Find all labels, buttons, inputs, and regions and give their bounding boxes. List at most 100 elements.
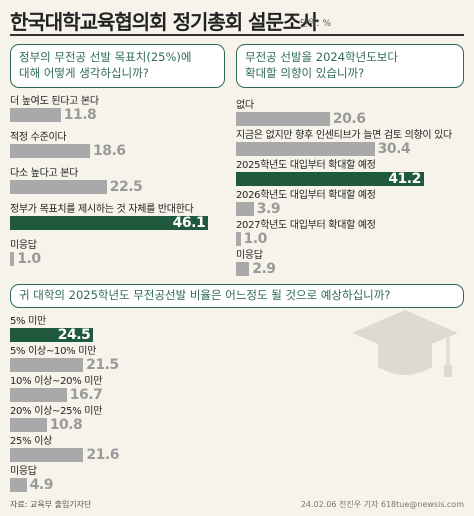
category-label: 25% 이상	[10, 436, 53, 447]
value-label: 3.9	[256, 201, 281, 217]
bar	[10, 180, 107, 194]
bar-track: 1.0	[10, 251, 225, 267]
chart-row: 미응답 4.9	[10, 462, 180, 493]
category-label: 5% 미만	[10, 316, 46, 327]
chart-row: 25% 이상 21.6	[10, 432, 180, 463]
value-label: 1.0	[243, 231, 268, 247]
question-box: 무전공 선발을 2024학년도보다 확대할 의향이 있습니까?	[236, 44, 464, 88]
bar	[10, 358, 84, 372]
bar	[10, 478, 27, 492]
bar	[10, 252, 15, 266]
bar-track: 2.9	[236, 261, 464, 277]
chart-row: 5% 이상~10% 미만 21.5	[10, 342, 180, 373]
category-label: 20% 이상~25% 미만	[10, 406, 103, 417]
chart-row: 2025학년도 대입부터 확대할 예정 41.2	[236, 156, 464, 187]
category-label: 지금은 없지만 향후 인센티브가 늘면 검토 의향이 있다	[236, 130, 452, 141]
chart-row: 2027학년도 대입부터 확대할 예정 1.0	[236, 216, 464, 247]
category-label: 다소 높다고 본다	[10, 168, 79, 179]
bar	[10, 328, 94, 342]
question-text: 정부의 무전공 선발 목표치(25%)에 대해 어떻게 생각하십니까?	[19, 50, 192, 80]
value-label: 18.6	[92, 143, 126, 159]
value-label: 20.6	[332, 111, 366, 127]
bar-track: 21.6	[10, 447, 180, 463]
bar-track: 46.1	[10, 215, 225, 231]
bar	[236, 112, 330, 126]
bar	[10, 388, 67, 402]
category-label: 2027학년도 대입부터 확대할 예정	[236, 220, 376, 231]
bar-track: 10.8	[10, 417, 180, 433]
value-label: 2.9	[252, 261, 276, 277]
bar-track: 24.5	[10, 327, 180, 343]
value-label: 41.2	[388, 171, 421, 187]
bar	[10, 216, 209, 230]
chart-row: 20% 이상~25% 미만 10.8	[10, 402, 180, 433]
bar	[236, 172, 424, 186]
bar-track: 30.4	[236, 141, 464, 157]
value-label: 21.6	[86, 447, 119, 463]
bar-track: 4.9	[10, 477, 180, 493]
credit-note: 24.02.06 전진우 기자 618tue@newsis.com	[300, 500, 464, 509]
value-label: 46.1	[172, 215, 206, 231]
value-label: 10.8	[49, 417, 83, 433]
bar	[10, 144, 90, 158]
bar-track: 22.5	[10, 179, 225, 195]
bar	[236, 142, 375, 156]
bar	[10, 448, 84, 462]
value-label: 16.7	[69, 387, 103, 403]
unit-label: 단위: %	[300, 19, 332, 29]
graduation-cap-icon	[352, 310, 458, 377]
survey-panel-target-opinion: 정부의 무전공 선발 목표치(25%)에 대해 어떻게 생각하십니까? 더 높여…	[10, 44, 225, 274]
title-divider	[10, 34, 464, 36]
category-label: 미응답	[10, 240, 37, 251]
value-label: 30.4	[377, 141, 411, 157]
bar-track: 18.6	[10, 143, 225, 159]
question-box: 정부의 무전공 선발 목표치(25%)에 대해 어떻게 생각하십니까?	[10, 44, 225, 88]
category-label: 더 높여도 된다고 본다	[10, 96, 99, 107]
bar-track: 20.6	[236, 111, 464, 127]
chart-row: 10% 이상~20% 미만 16.7	[10, 372, 180, 403]
bar	[236, 262, 250, 276]
category-label: 2026학년도 대입부터 확대할 예정	[236, 190, 376, 201]
category-label: 미응답	[236, 250, 263, 261]
question-text: 귀 대학의 2025학년도 무전공선발 비율은 어느정도 될 것으로 예상하십니…	[19, 288, 391, 302]
category-label: 없다	[236, 100, 254, 111]
bar-track: 21.5	[10, 357, 180, 373]
chart-row: 다소 높다고 본다 22.5	[10, 164, 225, 195]
bar-track: 16.7	[10, 387, 180, 403]
value-label: 22.5	[109, 179, 143, 195]
chart-row: 미응답 1.0	[10, 236, 225, 267]
bar-track: 41.2	[236, 171, 464, 187]
value-label: 24.5	[57, 327, 91, 343]
value-label: 4.9	[29, 477, 54, 493]
bar	[236, 232, 241, 246]
value-label: 11.8	[63, 107, 97, 123]
category-label: 정부가 목표치를 제시하는 것 자체를 반대한다	[10, 204, 194, 215]
bar	[236, 202, 254, 216]
chart-row: 지금은 없지만 향후 인센티브가 늘면 검토 의향이 있다 30.4	[236, 126, 464, 157]
bar-track: 3.9	[236, 201, 464, 217]
chart-row: 정부가 목표치를 제시하는 것 자체를 반대한다 46.1	[10, 200, 225, 231]
category-label: 적정 수준이다	[10, 132, 67, 143]
chart-row: 적정 수준이다 18.6	[10, 128, 225, 159]
value-label: 1.0	[17, 251, 41, 267]
chart-row: 없다 20.6	[236, 96, 464, 127]
bar-track: 11.8	[10, 107, 225, 123]
question-box: 귀 대학의 2025학년도 무전공선발 비율은 어느정도 될 것으로 예상하십니…	[10, 284, 464, 308]
category-label: 10% 이상~20% 미만	[10, 376, 103, 387]
bar	[10, 418, 47, 432]
category-label: 5% 이상~10% 미만	[10, 346, 97, 357]
value-label: 21.5	[86, 357, 119, 373]
category-label: 2025학년도 대입부터 확대할 예정	[236, 160, 376, 171]
chart-row: 더 높여도 된다고 본다 11.8	[10, 92, 225, 123]
chart-row: 미응답 2.9	[236, 246, 464, 277]
bar	[10, 108, 61, 122]
survey-panel-expansion-intent: 무전공 선발을 2024학년도보다 확대할 의향이 있습니까? 없다 20.6 지금…	[236, 44, 464, 277]
source-note: 자료: 교육부 출입기자단	[10, 500, 92, 509]
bar-track: 1.0	[236, 231, 464, 247]
chart-row: 2026학년도 대입부터 확대할 예정 3.9	[236, 186, 464, 217]
chart-row: 5% 미만 24.5	[10, 312, 180, 343]
survey-panel-expected-ratio: 귀 대학의 2025학년도 무전공선발 비율은 어느정도 될 것으로 예상하십니…	[10, 284, 464, 494]
question-text: 무전공 선발을 2024학년도보다 확대할 의향이 있습니까?	[245, 50, 398, 80]
infographic-title: 한국대학교육협의회 정기총회 설문조사	[10, 10, 319, 34]
category-label: 미응답	[10, 466, 37, 477]
